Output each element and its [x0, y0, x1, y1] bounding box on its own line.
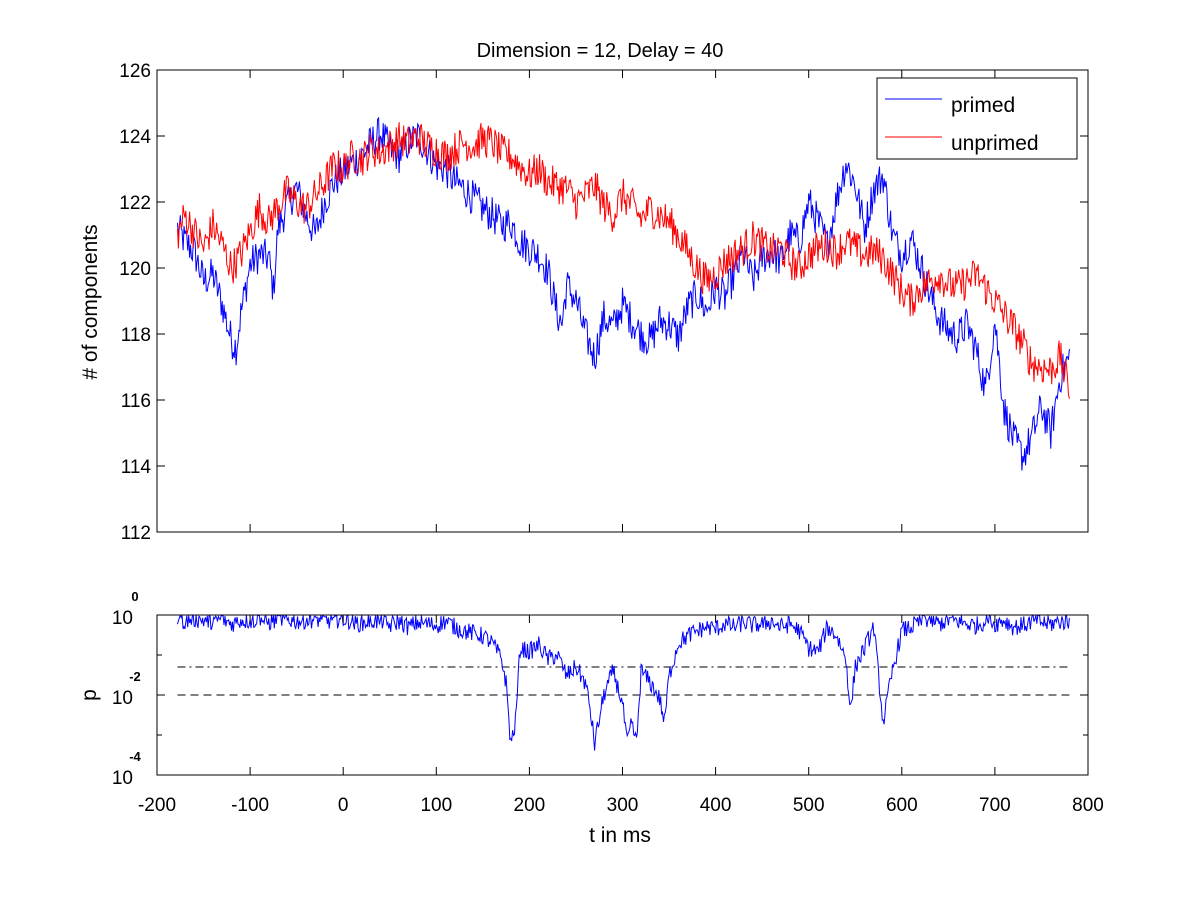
- bottom-y-axis-label: p: [78, 689, 101, 701]
- series-line-unprimed: [177, 122, 1070, 399]
- bottom-x-tick-label: 0: [338, 795, 349, 816]
- bottom-y-tick-label: 10: [112, 608, 133, 629]
- bottom-plot-area: [177, 615, 1070, 751]
- top-plot-area: [177, 117, 1070, 471]
- bottom-x-tick-label: 600: [886, 795, 918, 816]
- top-y-tick-label: 114: [121, 457, 152, 478]
- p-value-series-line: [177, 615, 1070, 751]
- bottom-x-tick-label: 700: [979, 795, 1011, 816]
- bottom-y-tick-label: 10: [112, 768, 133, 789]
- top-chart-title: Dimension = 12, Delay = 40: [477, 40, 724, 62]
- bottom-y-tick-exponent: -4: [129, 749, 141, 764]
- top-y-tick-label: 124: [119, 127, 151, 148]
- bottom-y-tick-exponent: -2: [129, 669, 141, 684]
- bottom-x-tick-label: 300: [607, 795, 639, 816]
- legend-label-primed: primed: [951, 94, 1015, 117]
- bottom-y-tick-label: 10: [112, 688, 133, 709]
- top-y-tick-label: 126: [119, 61, 151, 82]
- bottom-x-tick-label: -100: [231, 795, 269, 816]
- bottom-x-ticks: -200 -100 0 100 200 300 400 500 600 700 800: [138, 615, 1104, 816]
- top-y-axis-label: # of components: [79, 224, 102, 379]
- series-line-primed: [177, 117, 1070, 471]
- bottom-x-tick-label: 100: [420, 795, 452, 816]
- legend-box: [876, 77, 1078, 160]
- legend-label-unprimed: unprimed: [951, 132, 1039, 155]
- top-y-ticks: 112 114 116 118 120 122 124 126: [119, 61, 1089, 544]
- bottom-x-axis-label: t in ms: [589, 824, 651, 847]
- bottom-x-tick-label: 500: [793, 795, 825, 816]
- top-y-tick-label: 120: [119, 259, 151, 280]
- bottom-x-tick-label: 200: [514, 795, 546, 816]
- bottom-x-tick-label: 400: [700, 795, 732, 816]
- bottom-x-tick-label: 800: [1072, 795, 1104, 816]
- legend: primed unprimed: [876, 77, 1078, 160]
- bottom-x-tick-label: -200: [138, 795, 176, 816]
- bottom-y-ticks: 10 0 10 -2 10 -4: [112, 589, 1088, 789]
- top-y-tick-label: 118: [121, 325, 151, 346]
- top-y-tick-label: 116: [121, 391, 151, 412]
- top-y-tick-label: 122: [119, 193, 151, 214]
- bottom-y-tick-exponent: 0: [131, 589, 138, 604]
- top-axes: Dimension = 12, Delay = 40 1121141161181…: [79, 40, 1089, 544]
- top-y-tick-label: 112: [121, 523, 151, 544]
